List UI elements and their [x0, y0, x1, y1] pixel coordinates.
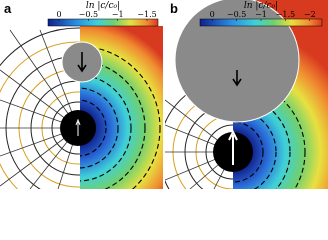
contours — [233, 79, 306, 189]
contours — [80, 45, 161, 189]
colorbar-tick-label: −2 — [304, 10, 316, 19]
arrow — [228, 129, 238, 165]
colorbar-tick-label: −1 — [112, 10, 124, 19]
arrow — [77, 52, 87, 73]
panel-label: b — [170, 1, 178, 16]
arrow — [75, 118, 81, 136]
colorbar-tick-label: −1.5 — [276, 10, 295, 19]
colorbar-tick-label: −0.5 — [79, 10, 98, 19]
colorbar — [47, 18, 159, 27]
panel-label: a — [4, 1, 12, 16]
panel-a — [0, 0, 163, 189]
colorbar-tick-label: −1 — [255, 10, 267, 19]
colorbar-tick-label: 0 — [56, 10, 61, 19]
arrow — [232, 70, 242, 87]
colorbar-title: ln |c/c₀| — [86, 1, 120, 11]
colorbar-tick-label: −0.5 — [227, 10, 246, 19]
colorbar-title: ln |c/c₀| — [244, 1, 278, 11]
gray-particle — [174, 0, 300, 123]
colorbar-tick-label: −1.5 — [137, 10, 156, 19]
panel-b — [165, 0, 328, 189]
colorbar-tick-label: 0 — [210, 10, 215, 19]
figure: a b ln |c/c₀| ln |c/c₀| 0 −0.5 −1 −1.5 0 −0.5… — [0, 0, 328, 189]
